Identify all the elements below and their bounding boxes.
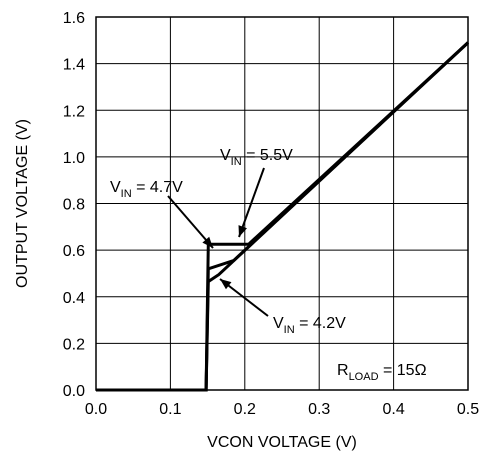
annotation-label-vin47: VIN = 4.7V: [110, 179, 183, 200]
y-tick-label: 0.4: [63, 290, 85, 307]
y-tick-label: 1.4: [63, 57, 85, 74]
y-tick-label: 0.8: [63, 197, 85, 214]
series-layer: [96, 41, 470, 392]
x-tick-label: 0.4: [382, 401, 404, 418]
x-tick-label: 0.3: [308, 401, 330, 418]
annotation-label-vin55: VIN = 5.5V: [220, 147, 293, 168]
y-tick-label: 1.6: [63, 10, 85, 27]
annotation-arrow-vin55: [238, 167, 265, 238]
y-tick-label: 1.2: [63, 103, 85, 120]
x-tick-label: 0.0: [85, 401, 107, 418]
annotation-layer: VIN = 5.5V VIN = 4.7V VIN = 4.2V RLOAD = 15…: [110, 147, 427, 383]
y-tick-label: 1.0: [63, 150, 85, 167]
series-line-3: [96, 41, 470, 392]
annotation-arrowhead-vin42: [220, 279, 232, 290]
x-axis-label: VCON VOLTAGE (V): [207, 434, 357, 451]
y-tick-label: 0.0: [63, 383, 85, 400]
y-axis-label: OUTPUT VOLTAGE (V): [14, 119, 31, 288]
annotation-arrow-vin47: [167, 195, 214, 249]
y-tick-labels: 0.0 0.2 0.4 0.6 0.8 1.0 1.2 1.4 1.6: [63, 10, 85, 400]
x-tick-labels: 0.0 0.1 0.2 0.3 0.4 0.5: [85, 401, 479, 418]
annotation-label-rload: RLOAD = 15Ω: [337, 362, 427, 383]
x-tick-label: 0.5: [457, 401, 479, 418]
annotation-arrowhead-vin55: [238, 225, 247, 237]
annotation-label-vin42: VIN = 4.2V: [273, 315, 346, 336]
y-tick-label: 0.6: [63, 243, 85, 260]
x-tick-label: 0.1: [159, 401, 181, 418]
y-tick-label: 0.2: [63, 336, 85, 353]
plot-frame: [95, 16, 469, 391]
annotation-arrowhead-vin47: [202, 236, 213, 248]
x-tick-label: 0.2: [234, 401, 256, 418]
grid-lines: [95, 16, 469, 391]
